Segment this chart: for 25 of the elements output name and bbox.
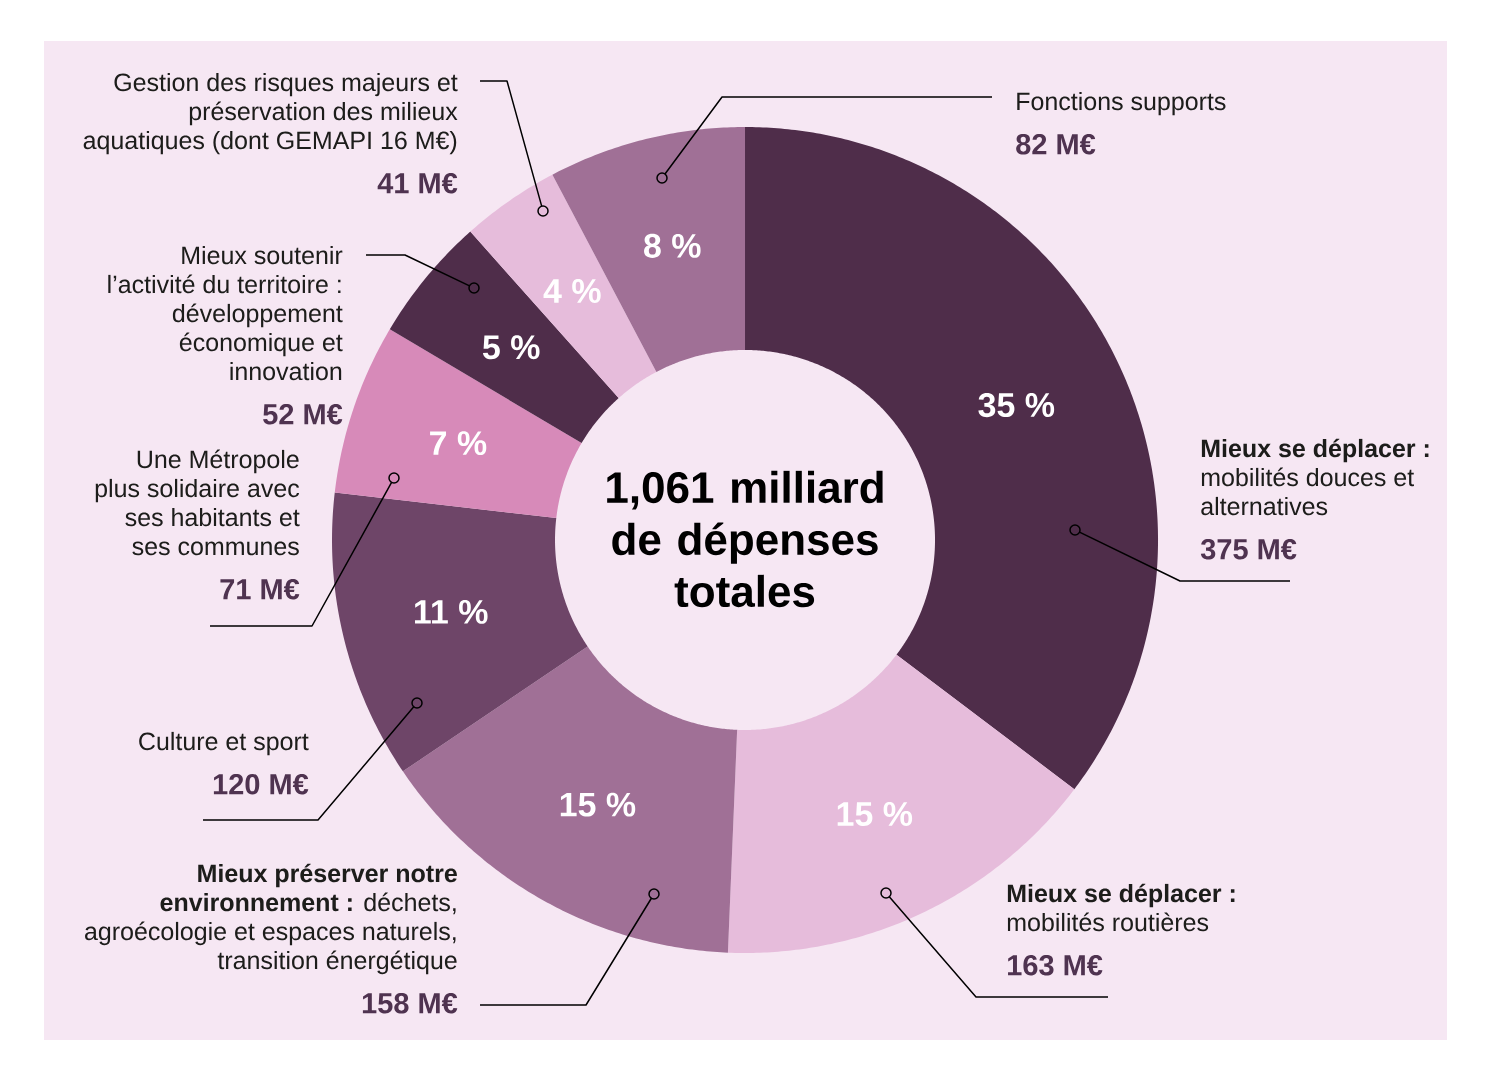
text: 35 % (978, 393, 1055, 418)
text: 15 % (560, 792, 636, 817)
data-label: 375 M€ (1200, 538, 1297, 560)
slice-label: Gestion des risques majeurs et préservation des milieux aquatiques (dont GEMAPI 16 M€) (83, 72, 458, 155)
slice-label: Mieux se déplacer : mobilités douces et alternatives (1201, 438, 1429, 516)
data-label: 163 M€ (1008, 954, 1103, 976)
slice-label: Mieux soutenir l’activité du territoire : développement économique et innovation (108, 245, 343, 381)
text: 5 % (482, 335, 540, 360)
text: 15 % (837, 802, 913, 827)
slice-label: Culture et sport (139, 731, 309, 756)
slice-label: Une Métropole plus solidaire avec ses habitants et ses communes (95, 449, 300, 556)
slice-label: Mieux se déplacer : mobilités routières (1007, 883, 1235, 932)
text: 1,061 milliard de dépenses totales (607, 470, 883, 608)
text: 4 % (543, 279, 601, 303)
data-label: 41 M€ (377, 172, 458, 194)
data-label: 52 M€ (263, 403, 343, 425)
data-label: 82 M€ (1016, 133, 1096, 155)
data-label: 158 M€ (362, 992, 458, 1014)
text: 8 % (644, 233, 701, 258)
data-label: 71 M€ (220, 578, 300, 600)
slice-label: Mieux préserver notre environnement : déchets, agroécologie et espaces naturels, transition énergétique (85, 863, 457, 975)
data-label: 120 M€ (213, 773, 309, 795)
text: 11 % (415, 599, 488, 624)
text: 7 % (430, 431, 487, 456)
slice-label: Fonctions supports (1017, 91, 1226, 116)
